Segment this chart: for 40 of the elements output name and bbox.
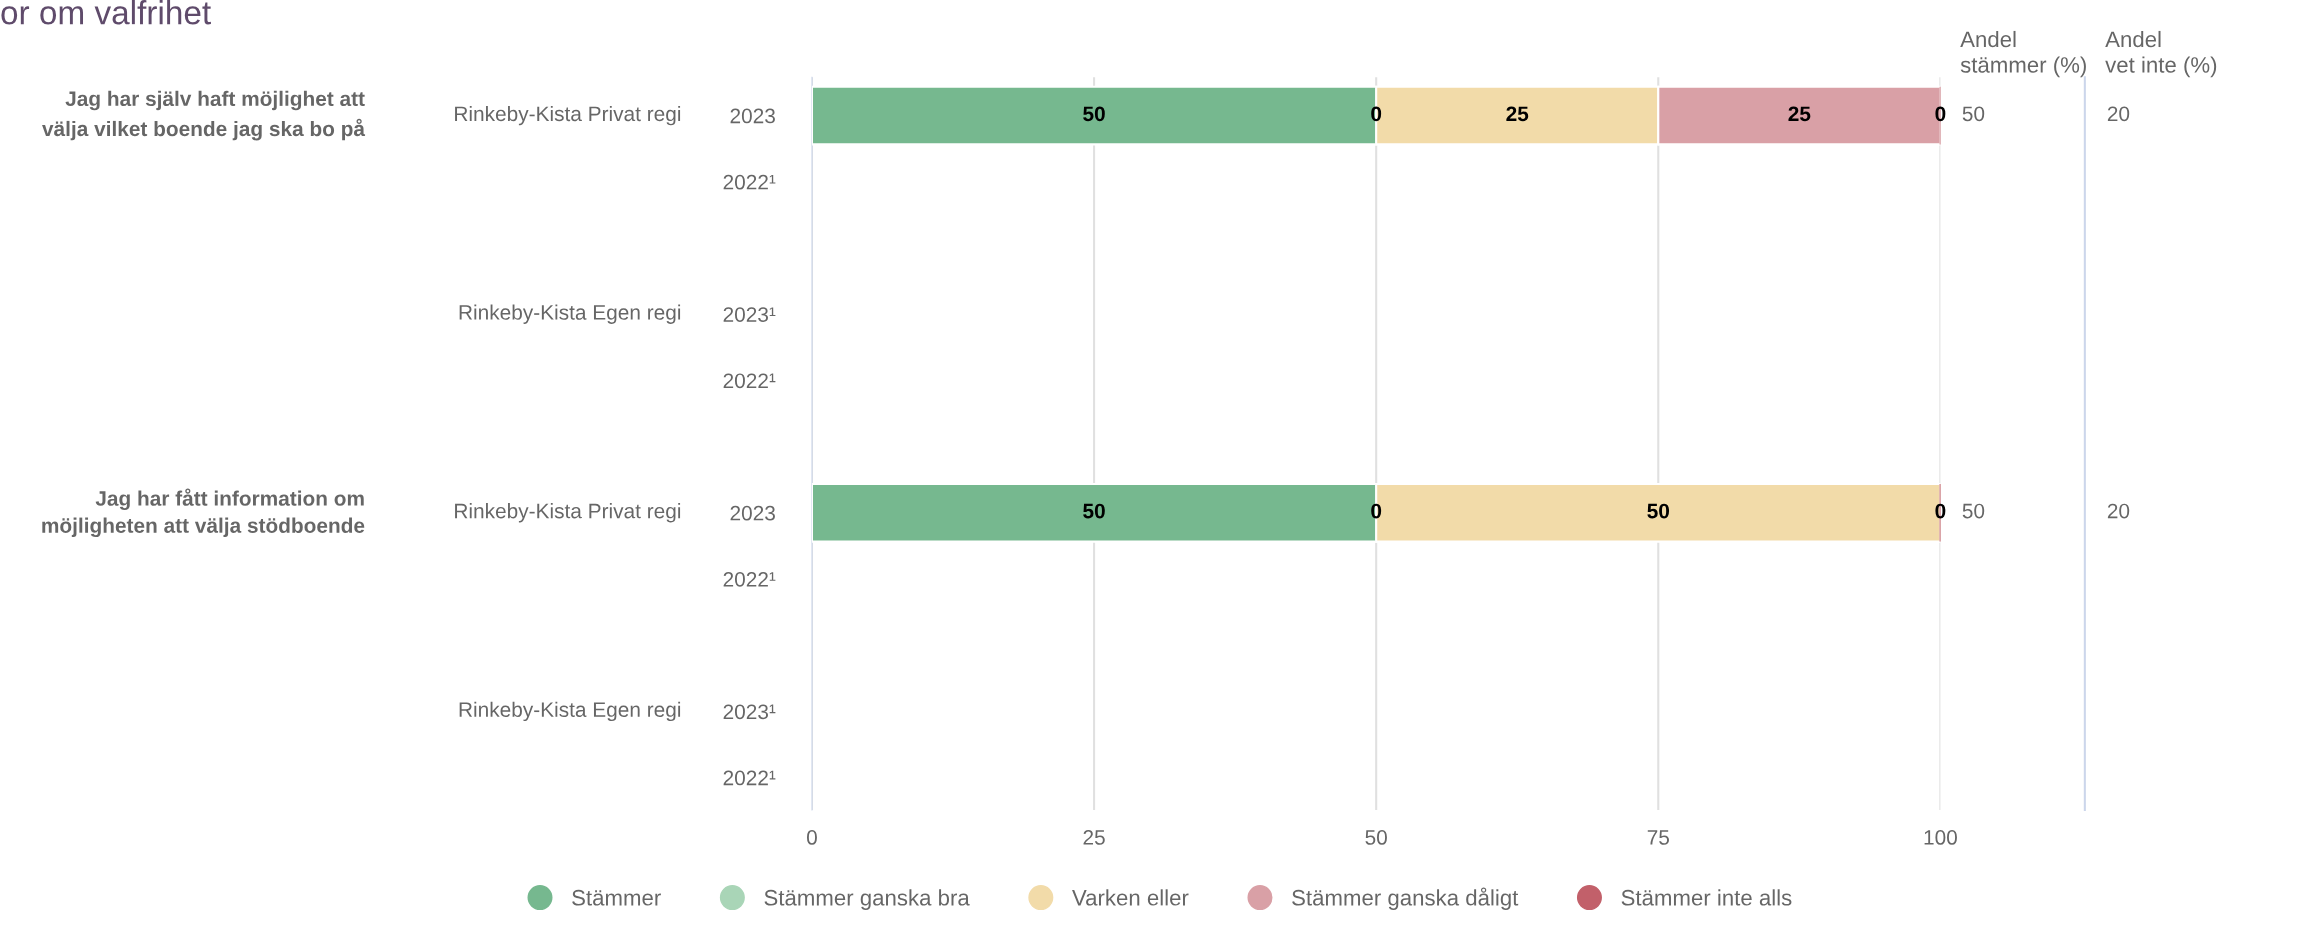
text: or om valfrihet <box>1 0 211 25</box>
text: Rinkeby-Kista Egen regi <box>459 701 681 722</box>
x-tick-label: 100 <box>1924 830 1957 845</box>
x-tick-label: 0 <box>806 830 817 845</box>
x-tick-label: 25 <box>1083 830 1105 845</box>
legend-label: Varken eller <box>1072 889 1189 906</box>
data-label: 25 <box>1506 106 1529 122</box>
y-tick-label: 2023¹ <box>723 704 776 720</box>
text: Jag har fått information om möjligheten att välja stödboende <box>42 488 365 538</box>
legend-label: Stämmer ganska bra <box>764 889 970 910</box>
text: Rinkeby-Kista Privat regi <box>455 503 681 523</box>
text: Rinkeby-Kista Egen regi <box>459 304 681 324</box>
text: Andel vet inte (%) <box>2105 30 2217 78</box>
data-label: 50 <box>1083 106 1105 122</box>
legend-label: Stämmer ganska dåligt <box>1292 887 1519 910</box>
data-label: 0 <box>1371 503 1382 519</box>
x-tick-label: 75 <box>1647 830 1670 845</box>
text: 50 <box>1962 503 1985 519</box>
y-tick-label: 2023 <box>730 505 775 521</box>
y-tick-label: 2023¹ <box>723 307 776 322</box>
y-tick-label: 2022¹ <box>723 373 776 389</box>
data-label: 0 <box>1371 106 1382 122</box>
text: 50 <box>1962 106 1985 122</box>
text: Andel stämmer (%) <box>1960 30 2086 78</box>
text: 20 <box>2107 106 2130 122</box>
data-label: 50 <box>1647 503 1670 519</box>
y-tick-label: 2022¹ <box>723 571 776 587</box>
y-tick-label: 2022¹ <box>723 174 776 190</box>
data-label: 25 <box>1788 106 1811 122</box>
text: Jag har själv haft möjlighet att välja vilket boende jag ska bo på <box>42 90 366 141</box>
legend-label: Stämmer inte alls <box>1621 889 1792 906</box>
data-label: 50 <box>1083 503 1105 519</box>
data-label: 0 <box>1935 106 1946 122</box>
y-tick-label: 2022¹ <box>723 770 776 786</box>
data-label: 0 <box>1935 503 1946 519</box>
y-tick-label: 2023 <box>730 108 775 124</box>
text: 20 <box>2107 503 2130 519</box>
legend-label: Stämmer <box>572 889 661 906</box>
x-tick-label: 50 <box>1365 830 1387 845</box>
text: Rinkeby-Kista Privat regi <box>455 105 681 126</box>
